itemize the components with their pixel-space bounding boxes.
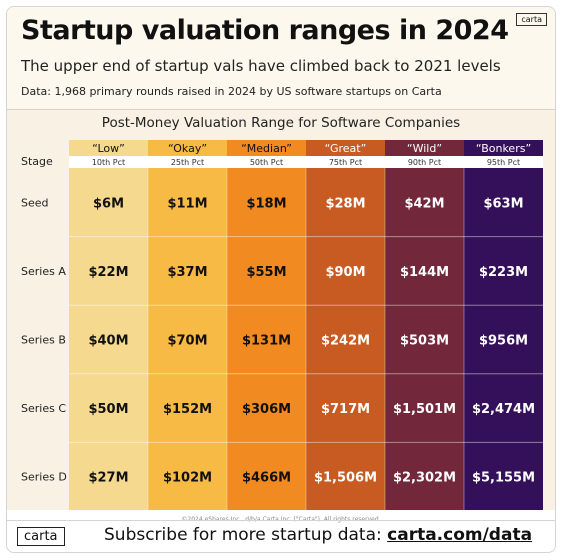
valuation-cell: $22M (88, 265, 128, 280)
valuation-cell: $1,506M (314, 471, 377, 486)
valuation-cell: $50M (88, 402, 128, 417)
column-header-bg (464, 140, 543, 156)
column-fill (69, 168, 148, 510)
page-subtitle: The upper end of startup vals have climb… (21, 57, 501, 75)
percentile-label: 90th Pct (408, 158, 441, 167)
column-fill (227, 168, 306, 510)
data-note: Data: 1,968 primary rounds raised in 202… (21, 85, 442, 98)
stage-label: Seed (21, 196, 49, 209)
valuation-cell: $6M (93, 196, 124, 211)
column-label: “Bonkers” (476, 142, 531, 155)
valuation-cell: $40M (88, 334, 128, 349)
valuation-cell: $223M (479, 265, 528, 280)
valuation-cell: $956M (479, 334, 528, 349)
stage-label: Series D (21, 471, 67, 484)
column-fill (464, 168, 543, 510)
percentile-bg (69, 156, 148, 168)
valuation-cell: $717M (321, 402, 370, 417)
column-header-bg (227, 140, 306, 156)
percentile-label: 75th Pct (329, 158, 362, 167)
column-label: “Wild” (407, 142, 442, 155)
percentile-bg (227, 156, 306, 168)
valuation-cell: $144M (400, 265, 449, 280)
carta-logo-footer: carta (17, 527, 65, 546)
percentile-bg (148, 156, 227, 168)
percentile-label: 10th Pct (92, 158, 125, 167)
valuation-cell: $5,155M (472, 471, 535, 486)
column-header-bg (69, 140, 148, 156)
valuation-cell: $42M (404, 196, 444, 211)
footer: carta Subscribe for more startup data: c… (7, 520, 555, 552)
column-label: “Great” (325, 142, 367, 155)
valuation-cell: $18M (246, 196, 286, 211)
column-label: “Low” (92, 142, 125, 155)
percentile-label: 95th Pct (487, 158, 520, 167)
valuation-cell: $306M (242, 402, 291, 417)
valuation-cell: $11M (167, 196, 207, 211)
percentile-label: 50th Pct (250, 158, 283, 167)
subscribe-text: Subscribe for more startup data: carta.c… (104, 525, 532, 545)
carta-logo-small: carta (516, 13, 547, 26)
header: Startup valuation ranges in 2024 The upp… (7, 7, 555, 110)
stage-label: Series A (21, 265, 66, 278)
copyright-note: ©2024 eShares Inc., d/b/a Carta Inc. ("C… (181, 516, 381, 523)
column-header-bg (306, 140, 385, 156)
percentile-bg (385, 156, 464, 168)
valuation-cell: $102M (163, 471, 212, 486)
chart-area: Post-Money Valuation Range for Software … (7, 110, 555, 523)
valuation-cell: $503M (400, 334, 449, 349)
page-title: Startup valuation ranges in 2024 (21, 15, 509, 46)
column-fill (148, 168, 227, 510)
valuation-cell: $2,474M (472, 402, 535, 417)
column-label: “Okay” (168, 142, 207, 155)
valuation-cell: $55M (246, 265, 286, 280)
carta-data-link[interactable]: carta.com/data (387, 525, 533, 545)
valuation-cell: $2,302M (393, 471, 456, 486)
valuation-cell: $63M (483, 196, 523, 211)
valuation-cell: $70M (167, 334, 207, 349)
valuation-cell: $242M (321, 334, 370, 349)
valuation-cell: $152M (163, 402, 212, 417)
infographic-frame: Startup valuation ranges in 2024 The upp… (6, 6, 556, 553)
valuation-cell: $28M (325, 196, 365, 211)
valuation-cell: $1,501M (393, 402, 456, 417)
valuation-cell: $90M (325, 265, 365, 280)
column-header-bg (385, 140, 464, 156)
percentile-bg (306, 156, 385, 168)
column-header-bg (148, 140, 227, 156)
column-label: “Median” (241, 142, 292, 155)
valuation-cell: $27M (88, 471, 128, 486)
valuation-cell: $466M (242, 471, 291, 486)
valuation-cell: $37M (167, 265, 207, 280)
valuation-cell: $131M (242, 334, 291, 349)
column-fill (385, 168, 464, 510)
chart-title: Post-Money Valuation Range for Software … (101, 115, 461, 131)
stage-column-header: Stage (21, 155, 53, 168)
column-fill (306, 168, 385, 510)
stage-label: Series B (21, 334, 66, 347)
subscribe-label: Subscribe for more startup data: (104, 525, 388, 545)
valuation-table-chart: Stage “Low” 10th Pct “Okay” 25th Pct “Median”… (21, 140, 543, 510)
stage-label: Series C (21, 402, 66, 415)
percentile-bg (464, 156, 543, 168)
percentile-label: 25th Pct (171, 158, 204, 167)
